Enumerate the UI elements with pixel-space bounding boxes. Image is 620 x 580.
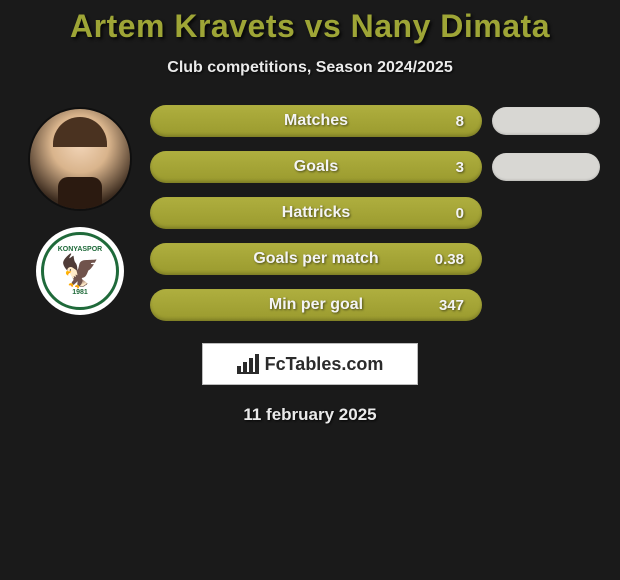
stat-label: Min per goal: [269, 296, 363, 314]
stat-value: 3: [456, 159, 464, 176]
opponent-pill: [492, 151, 600, 183]
stat-label: Goals: [294, 158, 338, 176]
stat-bar-goals-per-match: Goals per match 0.38: [150, 243, 482, 275]
club-year: 1981: [72, 289, 88, 296]
stat-bar-matches: Matches 8: [150, 105, 482, 137]
stat-value: 347: [439, 297, 464, 314]
right-column: [492, 105, 600, 321]
stat-value: 8: [456, 113, 464, 130]
left-column: KONYASPOR 🦅 1981: [20, 105, 140, 321]
stat-label: Matches: [284, 112, 348, 130]
opponent-pill: [492, 105, 600, 137]
page-title: Artem Kravets vs Nany Dimata: [20, 8, 600, 45]
club-badge: KONYASPOR 🦅 1981: [36, 227, 124, 315]
subtitle: Club competitions, Season 2024/2025: [20, 59, 600, 77]
date-label: 11 february 2025: [20, 405, 600, 425]
player-avatar: [30, 109, 130, 209]
pill-shape: [492, 107, 600, 135]
club-badge-inner: KONYASPOR 🦅 1981: [41, 232, 119, 310]
stats-column: Matches 8 Goals 3 Hattricks 0 Goals per …: [150, 105, 482, 321]
stat-label: Hattricks: [282, 204, 350, 222]
body-row: KONYASPOR 🦅 1981 Matches 8 Goals 3 Hattr…: [20, 105, 600, 321]
stat-bar-hattricks: Hattricks 0: [150, 197, 482, 229]
pill-shape: [492, 153, 600, 181]
stat-bar-min-per-goal: Min per goal 347: [150, 289, 482, 321]
stat-bar-goals: Goals 3: [150, 151, 482, 183]
comparison-card: Artem Kravets vs Nany Dimata Club compet…: [0, 0, 620, 425]
stat-value: 0: [456, 205, 464, 222]
eagle-icon: 🦅: [60, 255, 100, 287]
club-name-top: KONYASPOR: [58, 246, 102, 253]
bar-chart-icon: [237, 354, 259, 374]
brand-label: FcTables.com: [265, 354, 384, 375]
fctables-link[interactable]: FcTables.com: [202, 343, 418, 385]
stat-value: 0.38: [435, 251, 464, 268]
stat-label: Goals per match: [253, 250, 378, 268]
